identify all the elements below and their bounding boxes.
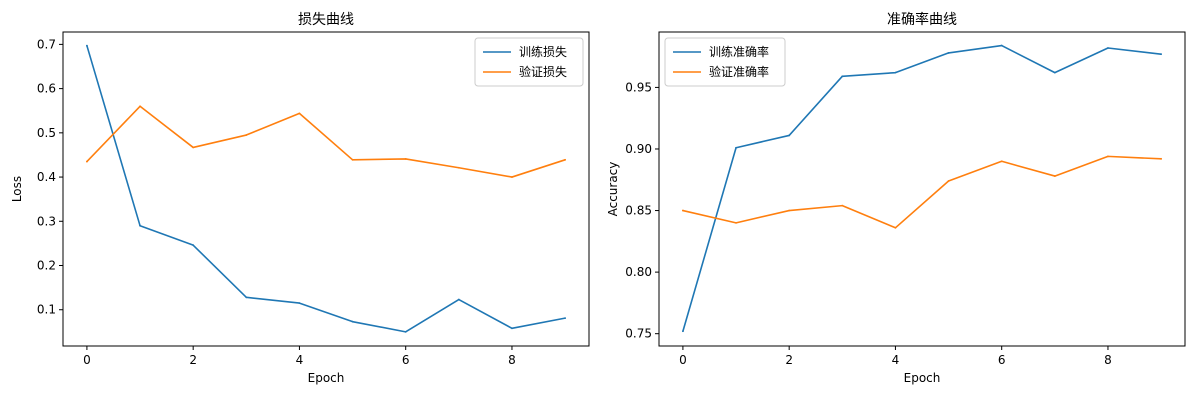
accuracy-legend-label-1: 验证准确率	[709, 64, 769, 79]
accuracy-series-0-point	[788, 134, 791, 137]
loss-series-0-point	[351, 320, 354, 323]
loss-y-tick-label: 0.5	[37, 126, 56, 140]
loss-series-0-point	[192, 244, 195, 247]
loss-y-axis-label: Loss	[10, 176, 24, 202]
loss-series-1-point	[457, 166, 460, 169]
loss-x-tick-label: 2	[189, 353, 197, 367]
accuracy-chart-title: 准确率曲线	[887, 11, 957, 28]
accuracy-series-1-point	[788, 209, 791, 212]
accuracy-series-0-point	[1107, 47, 1109, 49]
loss-series-0-point	[404, 330, 407, 333]
loss-series-0-point	[564, 317, 566, 320]
loss-series-0-point	[139, 224, 141, 227]
accuracy-axes-frame	[658, 31, 1186, 347]
accuracy-series-0-point	[841, 75, 844, 78]
accuracy-y-tick-label: 0.90	[625, 142, 652, 156]
accuracy-y-axis-label: Accuracy	[606, 162, 620, 217]
accuracy-y-tick-label: 0.85	[625, 204, 652, 218]
loss-series-0-point	[511, 327, 513, 330]
loss-series-0-point	[245, 296, 248, 299]
accuracy-series-1-point	[1160, 157, 1162, 160]
loss-x-tick-label: 6	[402, 353, 410, 367]
loss-series-1-point	[298, 112, 301, 115]
loss-chart: 损失曲线 Epoch Loss 0 2 4 6 8 0.1 0.2 0.3 0.4 0.5 0.6 0.7 训…	[10, 12, 590, 385]
accuracy-series-0-line	[682, 44, 1162, 333]
loss-series-1-point	[192, 146, 195, 149]
loss-y-tick-label: 0.7	[37, 37, 56, 51]
accuracy-series-1-point	[1000, 160, 1003, 163]
accuracy-series-0-point	[1000, 44, 1003, 47]
loss-series-0-point	[457, 298, 460, 301]
loss-series-1-point	[139, 105, 141, 108]
accuracy-legend-label-0: 训练准确率	[709, 44, 769, 59]
accuracy-series-0-point	[947, 52, 950, 54]
accuracy-series-0-point	[894, 71, 897, 74]
loss-series-1-point	[245, 134, 248, 136]
accuracy-series-1-point	[1107, 155, 1109, 158]
loss-x-tick-label: 0	[83, 353, 91, 367]
accuracy-series-0-point	[1160, 53, 1162, 56]
accuracy-series-0-point	[735, 146, 737, 149]
loss-y-tick-label: 0.4	[37, 170, 56, 184]
loss-legend-label-1: 验证损失	[519, 64, 567, 79]
loss-series-1-point	[86, 160, 88, 163]
accuracy-chart: 准确率曲线 Epoch Accuracy 0 2 4 6 8 0.75 0.80 0.85 0.90 0…	[606, 11, 1186, 385]
accuracy-y-tick-label: 0.95	[625, 80, 652, 94]
accuracy-x-axis-label: Epoch	[904, 371, 941, 385]
loss-series-1-point	[564, 158, 566, 161]
accuracy-y-tick-label: 0.75	[625, 327, 652, 341]
loss-axes-frame	[62, 31, 590, 347]
loss-series-0-line	[86, 44, 566, 333]
loss-y-tick-label: 0.1	[37, 303, 56, 317]
loss-legend-label-0: 训练损失	[519, 44, 567, 59]
loss-x-tick-label: 8	[508, 353, 516, 367]
loss-y-tick-label: 0.6	[37, 82, 56, 96]
accuracy-x-tick-label: 8	[1104, 353, 1112, 367]
loss-legend-box	[474, 37, 584, 87]
accuracy-series-1-point	[894, 226, 897, 229]
accuracy-y-tick-label: 0.80	[625, 265, 652, 279]
loss-y-tick-label: 0.2	[37, 259, 56, 273]
loss-series-0-point	[86, 44, 88, 47]
accuracy-series-1-point	[1053, 175, 1056, 177]
accuracy-series-1-point	[735, 221, 737, 224]
loss-series-0-point	[298, 302, 301, 305]
accuracy-series-1-point	[947, 180, 950, 182]
loss-series-1-point	[351, 158, 354, 161]
loss-chart-title: 损失曲线	[298, 12, 354, 28]
loss-series-1-line	[86, 105, 566, 178]
loss-x-tick-label: 4	[296, 353, 304, 367]
loss-series-1-point	[511, 176, 513, 178]
accuracy-x-tick-label: 4	[892, 353, 900, 367]
accuracy-x-tick-label: 0	[679, 353, 687, 367]
loss-series-1-point	[404, 158, 407, 160]
loss-y-tick-label: 0.3	[37, 214, 56, 228]
accuracy-series-1-line	[682, 155, 1162, 229]
accuracy-series-0-point	[1053, 71, 1056, 74]
accuracy-legend-box	[664, 37, 786, 87]
accuracy-x-tick-label: 6	[998, 353, 1006, 367]
accuracy-series-0-point	[682, 330, 684, 333]
accuracy-series-1-point	[682, 209, 684, 212]
accuracy-x-tick-label: 2	[785, 353, 793, 367]
accuracy-series-1-point	[841, 204, 844, 207]
loss-x-axis-label: Epoch	[308, 371, 345, 385]
